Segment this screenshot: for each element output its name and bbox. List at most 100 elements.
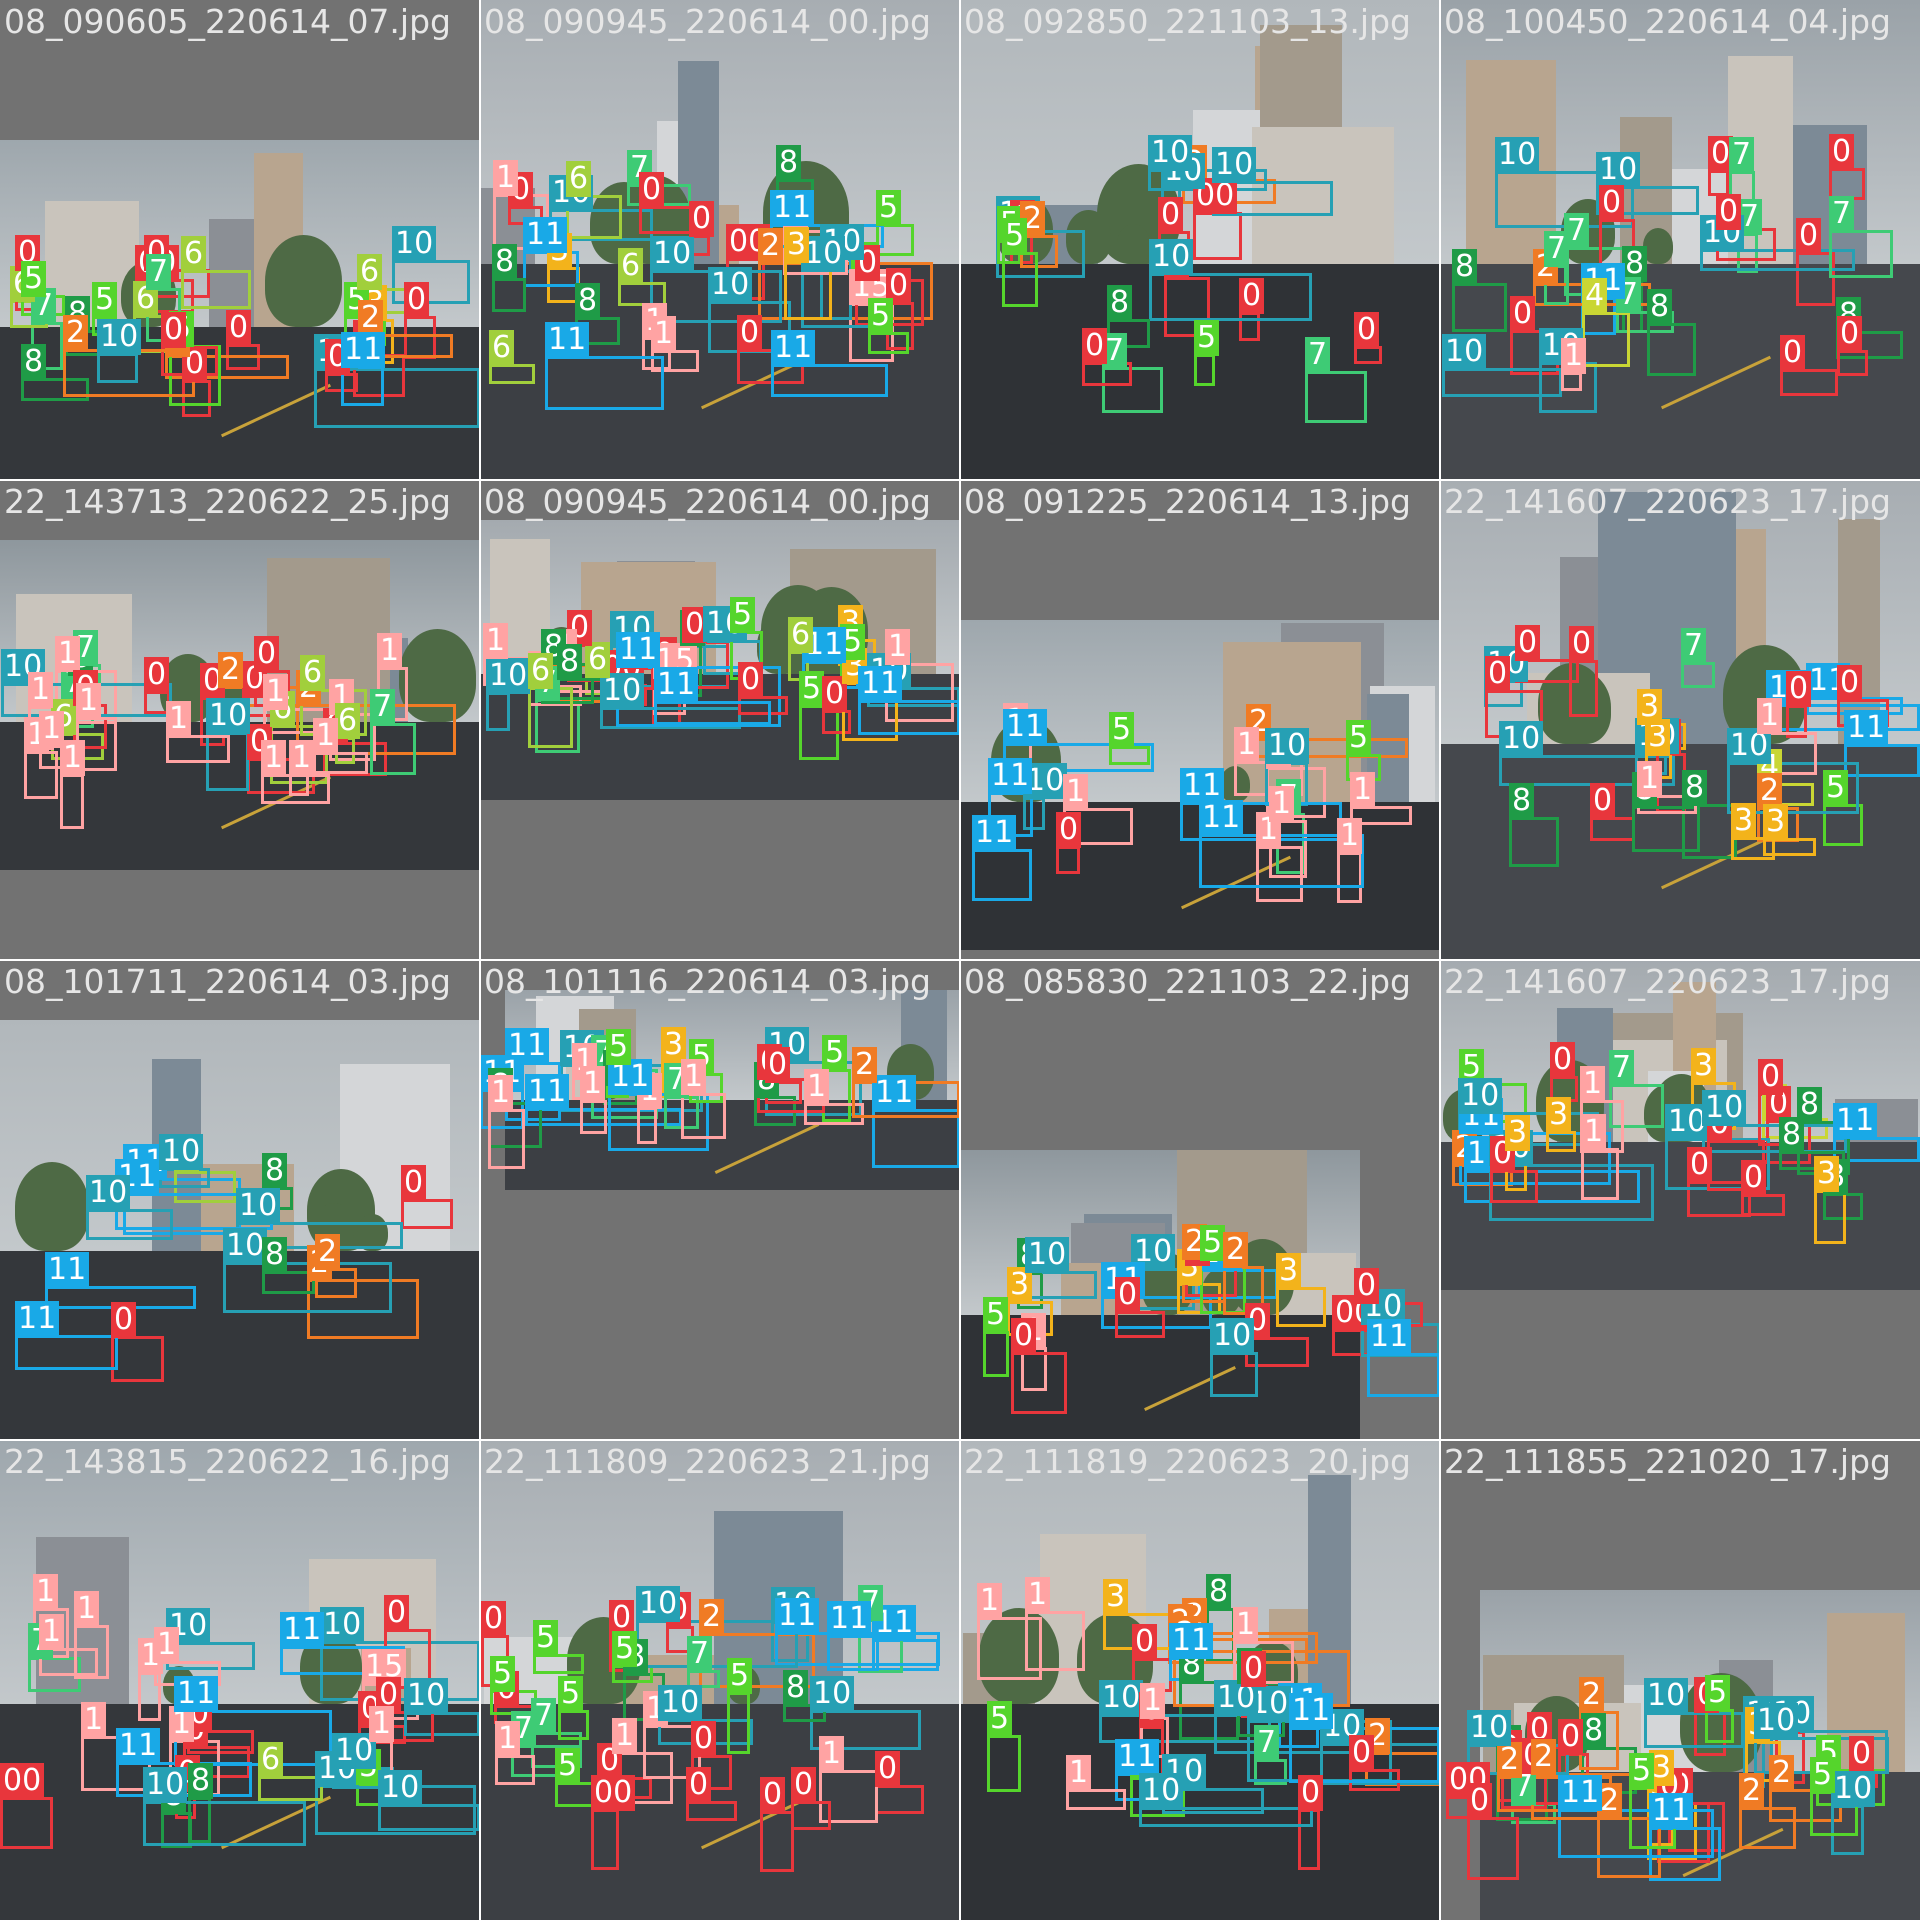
class-label: 1: [28, 672, 54, 708]
bounding-box: [1616, 311, 1674, 333]
bounding-box: [0, 1797, 53, 1849]
class-label: 0: [682, 607, 708, 643]
bounding-box: [868, 332, 909, 354]
class-label: 10: [1665, 1104, 1710, 1140]
class-label: 3: [1645, 719, 1671, 755]
class-label: 5: [868, 298, 894, 334]
class-label: 1: [289, 740, 315, 776]
class-label: 1: [166, 701, 192, 737]
class-label: 7: [1729, 137, 1755, 173]
class-label: 5: [876, 190, 902, 226]
class-label: 1: [1063, 774, 1089, 810]
bounding-box: [1464, 1170, 1640, 1203]
bounding-box: [1681, 662, 1715, 688]
class-label: 11: [15, 1301, 60, 1337]
class-label: 3: [1649, 1750, 1675, 1786]
class-label: 10: [86, 1175, 131, 1211]
bounding-box: [1647, 323, 1696, 376]
class-label: 10: [1727, 728, 1772, 764]
class-label: 1: [369, 1706, 395, 1742]
class-label: 11: [1003, 709, 1048, 745]
class-label: 10: [1212, 147, 1257, 183]
class-label: 5: [1810, 1757, 1836, 1793]
bounding-box: [1546, 1131, 1576, 1152]
class-label: 0: [639, 172, 665, 208]
class-label: 10: [332, 1733, 377, 1769]
class-label: 2: [699, 1599, 725, 1635]
class-label: 1: [33, 1574, 59, 1610]
class-label: 1: [1234, 727, 1260, 763]
class-label: 1: [39, 711, 65, 747]
bounding-box: [262, 1271, 315, 1294]
class-label: 1: [1233, 1607, 1259, 1643]
class-label: 10: [1702, 1090, 1747, 1126]
bounding-box: [1687, 1181, 1751, 1217]
bounding-box: [1596, 186, 1699, 215]
bounding-box: [977, 1617, 1042, 1680]
class-label: 0: [1829, 134, 1855, 170]
class-label: 1: [81, 1702, 107, 1738]
class-label: 7: [1829, 196, 1855, 232]
bounding-box: [1193, 212, 1242, 260]
bounding-box: [1708, 170, 1729, 196]
class-label: 0: [404, 282, 430, 318]
class-label: 3: [1505, 1115, 1531, 1151]
class-label: 8: [1647, 289, 1673, 325]
class-label: 11: [1180, 768, 1225, 804]
bounding-box: [1581, 1148, 1619, 1200]
class-label: 4: [1582, 278, 1608, 314]
bounding-box: [1731, 837, 1775, 860]
bounding-box: [1499, 755, 1675, 786]
class-label: 10: [1467, 1710, 1512, 1746]
class-label: 5: [987, 1701, 1013, 1737]
tree: [1643, 228, 1673, 264]
bounding-box: [261, 774, 330, 804]
class-label: 0: [1590, 783, 1616, 819]
class-label: 8: [492, 244, 518, 280]
class-label: 10: [236, 1188, 281, 1224]
class-label: 1: [1269, 786, 1295, 822]
class-label: 5: [555, 1748, 581, 1784]
class-label: 0: [226, 310, 252, 346]
class-label: 2: [1757, 773, 1783, 809]
class-label: 0: [1558, 1719, 1584, 1755]
class-label: 11: [1649, 1793, 1694, 1829]
class-label: 10: [223, 1228, 268, 1264]
class-label: 0: [1241, 1651, 1267, 1687]
class-label: 0: [1515, 625, 1541, 661]
bounding-box: [1102, 367, 1163, 413]
class-label: 5: [533, 1620, 559, 1656]
bounding-box: [1644, 1712, 1744, 1748]
class-label: 1: [39, 1614, 65, 1650]
mosaic-tile: 788000000325565101006010620260115708_090…: [0, 0, 480, 480]
class-label: 1: [1561, 338, 1587, 374]
class-label: 1: [74, 1591, 100, 1627]
class-label: 8: [1107, 285, 1133, 321]
class-label: 3: [1691, 1048, 1717, 1084]
class-label: 0: [144, 657, 170, 693]
bounding-box: [1199, 834, 1364, 888]
class-label: 1: [488, 1075, 514, 1111]
class-label: 10: [1499, 721, 1544, 757]
bounding-box: [654, 701, 771, 725]
class-label: 1: [885, 629, 911, 665]
mosaic-tile: 421150118701010008011101000333381122_141…: [1440, 960, 1920, 1440]
bounding-box: [15, 1335, 118, 1370]
class-label: 1: [1350, 772, 1376, 808]
bounding-box: [791, 1801, 831, 1830]
class-label: 7: [370, 689, 396, 725]
bounding-box: [760, 1811, 794, 1872]
class-label: 1: [681, 1059, 707, 1095]
class-label: 10: [636, 1586, 681, 1622]
bounding-box: [181, 270, 251, 309]
class-label: 2: [1531, 1739, 1557, 1775]
class-label: 0: [1786, 671, 1812, 707]
class-label: 0: [1569, 626, 1595, 662]
class-label: 10: [206, 698, 251, 734]
bounding-box: [307, 1279, 419, 1339]
class-label: 0: [1056, 812, 1082, 848]
class-label: 2: [1223, 1232, 1249, 1268]
class-label: 1: [1580, 1066, 1606, 1102]
class-label: 10: [1148, 135, 1193, 171]
class-label: 8: [262, 1237, 288, 1273]
